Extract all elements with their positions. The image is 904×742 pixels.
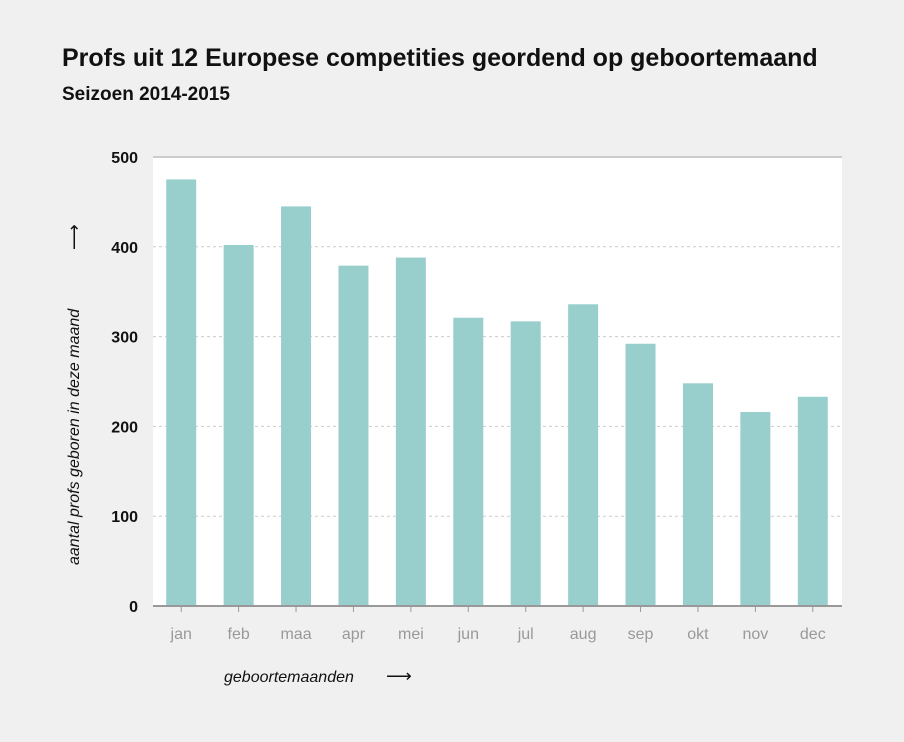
y-tick-label: 100	[111, 509, 138, 526]
x-axis-arrow: ⟶	[386, 666, 412, 686]
chart-subtitle: Seizoen 2014-2015	[62, 84, 230, 105]
x-tick-label: mei	[398, 626, 424, 643]
x-axis-label: geboortemaanden	[224, 669, 354, 686]
bar-jan	[166, 179, 197, 606]
y-tick-label: 0	[129, 599, 138, 616]
bar-jun	[453, 317, 484, 606]
y-axis-arrow: ⟶	[64, 224, 84, 250]
y-tick-label: 400	[111, 240, 138, 257]
bar-apr	[338, 265, 369, 606]
bar-sep	[625, 343, 656, 606]
plot-area	[153, 157, 842, 606]
x-tick-label: jan	[170, 626, 192, 643]
y-tick-label: 300	[111, 330, 138, 347]
bar-okt	[682, 383, 713, 606]
bar-nov	[740, 412, 771, 606]
y-axis-label: aantal profs geboren in deze maand	[66, 308, 83, 565]
bar-dec	[797, 396, 828, 606]
x-tick-label: feb	[228, 626, 250, 643]
x-tick-label: dec	[800, 626, 826, 643]
x-tick-label: apr	[342, 626, 366, 643]
bar-jul	[510, 321, 541, 606]
x-tick-label: nov	[742, 626, 768, 643]
y-tick-label: 200	[111, 419, 138, 436]
bar-maa	[281, 206, 312, 606]
bar-aug	[568, 304, 599, 606]
x-tick-label: maa	[280, 626, 311, 643]
bar-mei	[395, 257, 426, 606]
x-tick-label: sep	[628, 626, 654, 643]
x-tick-label: aug	[570, 626, 597, 643]
x-tick-label: jul	[517, 626, 534, 643]
chart-title: Profs uit 12 Europese competities georde…	[62, 44, 818, 72]
x-tick-label: okt	[687, 626, 709, 643]
bar-feb	[223, 245, 254, 606]
y-tick-label: 500	[111, 150, 138, 167]
x-tick-label: jun	[457, 626, 479, 643]
